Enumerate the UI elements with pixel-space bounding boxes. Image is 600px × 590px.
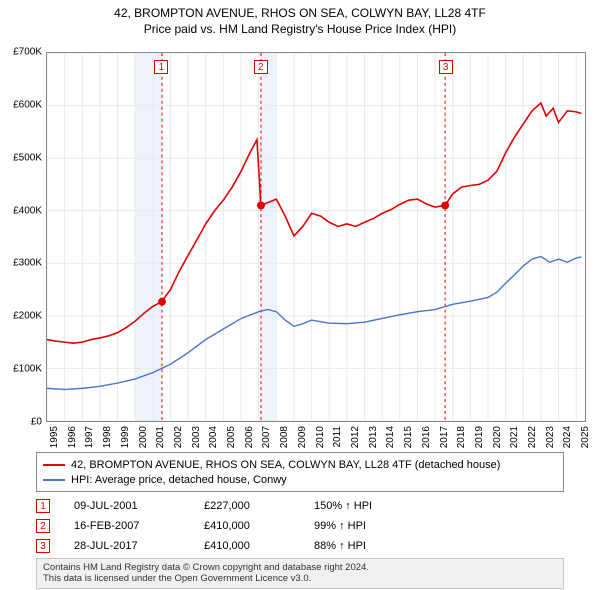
x-tick-label: 2016 <box>421 426 432 448</box>
sale-row: 3 28-JUL-2017£410,00088% ↑ HPI <box>36 536 564 556</box>
y-tick-label: £200K <box>13 311 42 322</box>
x-tick-label: 2012 <box>350 426 361 448</box>
x-tick-label: 2015 <box>403 426 414 448</box>
x-tick-label: 2006 <box>244 426 255 448</box>
sale-point-dot <box>158 298 166 306</box>
x-tick-label: 2000 <box>138 426 149 448</box>
legend-swatch <box>43 479 65 481</box>
chart-title-block: 42, BROMPTON AVENUE, RHOS ON SEA, COLWYN… <box>0 0 600 36</box>
chart-area: 123£0£100K£200K£300K£400K£500K£600K£700K… <box>46 52 586 422</box>
footer-attribution: Contains HM Land Registry data © Crown c… <box>36 558 564 589</box>
sale-date: 28-JUL-2017 <box>74 540 204 552</box>
sale-marker-flag: 2 <box>254 60 268 74</box>
x-tick-label: 1997 <box>84 426 95 448</box>
sale-hpi: 150% ↑ HPI <box>314 500 454 512</box>
x-tick-label: 2014 <box>385 426 396 448</box>
series-hpi <box>47 256 582 389</box>
footer-line-2: This data is licensed under the Open Gov… <box>43 573 557 584</box>
y-tick-label: £700K <box>13 47 42 58</box>
y-tick-label: £500K <box>13 152 42 163</box>
page-container: 42, BROMPTON AVENUE, RHOS ON SEA, COLWYN… <box>0 0 600 590</box>
legend-label: 42, BROMPTON AVENUE, RHOS ON SEA, COLWYN… <box>71 459 500 471</box>
legend-item: HPI: Average price, detached house, Conw… <box>43 472 557 487</box>
footer-line-1: Contains HM Land Registry data © Crown c… <box>43 562 557 573</box>
y-tick-label: £600K <box>13 99 42 110</box>
legend-item: 42, BROMPTON AVENUE, RHOS ON SEA, COLWYN… <box>43 457 557 472</box>
sale-marker-box: 2 <box>36 519 50 533</box>
series-property <box>47 103 582 343</box>
x-tick-label: 2010 <box>315 426 326 448</box>
y-tick-label: £300K <box>13 258 42 269</box>
x-tick-label: 2024 <box>562 426 573 448</box>
sale-marker-box: 3 <box>36 539 50 553</box>
title-line-2: Price paid vs. HM Land Registry's House … <box>0 22 600 36</box>
sale-marker-box: 1 <box>36 499 50 513</box>
sale-price: £410,000 <box>204 520 314 532</box>
y-tick-label: £400K <box>13 205 42 216</box>
x-tick-label: 2019 <box>474 426 485 448</box>
sale-date: 09-JUL-2001 <box>74 500 204 512</box>
y-tick-label: £0 <box>31 417 42 428</box>
sale-marker-flag: 1 <box>154 60 168 74</box>
x-tick-label: 2025 <box>580 426 591 448</box>
legend-label: HPI: Average price, detached house, Conw… <box>71 474 287 486</box>
sale-date: 16-FEB-2007 <box>74 520 204 532</box>
sale-row: 1 09-JUL-2001£227,000150% ↑ HPI <box>36 496 564 516</box>
x-tick-label: 2013 <box>368 426 379 448</box>
sale-point-dot <box>441 201 449 209</box>
x-tick-label: 2017 <box>439 426 450 448</box>
x-tick-label: 2003 <box>191 426 202 448</box>
x-tick-label: 2023 <box>545 426 556 448</box>
title-line-1: 42, BROMPTON AVENUE, RHOS ON SEA, COLWYN… <box>0 6 600 20</box>
x-tick-label: 2001 <box>155 426 166 448</box>
x-tick-label: 2007 <box>261 426 272 448</box>
x-tick-label: 2021 <box>509 426 520 448</box>
chart-plot <box>46 52 586 422</box>
x-tick-label: 1995 <box>49 426 60 448</box>
sale-point-dot <box>257 201 265 209</box>
recession-band <box>135 53 161 421</box>
x-tick-label: 2008 <box>279 426 290 448</box>
x-tick-label: 2002 <box>173 426 184 448</box>
x-tick-label: 2004 <box>208 426 219 448</box>
x-tick-label: 2022 <box>527 426 538 448</box>
sale-hpi: 88% ↑ HPI <box>314 540 454 552</box>
sale-row: 2 16-FEB-2007£410,00099% ↑ HPI <box>36 516 564 536</box>
legend-swatch <box>43 464 65 466</box>
x-tick-label: 1999 <box>120 426 131 448</box>
x-tick-label: 1996 <box>67 426 78 448</box>
sale-price: £227,000 <box>204 500 314 512</box>
x-tick-label: 2011 <box>332 426 343 448</box>
x-tick-label: 2018 <box>456 426 467 448</box>
x-tick-label: 1998 <box>102 426 113 448</box>
x-tick-label: 2020 <box>492 426 503 448</box>
x-tick-label: 2009 <box>297 426 308 448</box>
sale-marker-flag: 3 <box>439 60 453 74</box>
x-tick-label: 2005 <box>226 426 237 448</box>
recession-band <box>260 53 276 421</box>
sales-table: 1 09-JUL-2001£227,000150% ↑ HPI 2 16-FEB-20… <box>36 496 564 556</box>
sale-price: £410,000 <box>204 540 314 552</box>
sale-hpi: 99% ↑ HPI <box>314 520 454 532</box>
legend: 42, BROMPTON AVENUE, RHOS ON SEA, COLWYN… <box>36 452 564 492</box>
y-tick-label: £100K <box>13 364 42 375</box>
